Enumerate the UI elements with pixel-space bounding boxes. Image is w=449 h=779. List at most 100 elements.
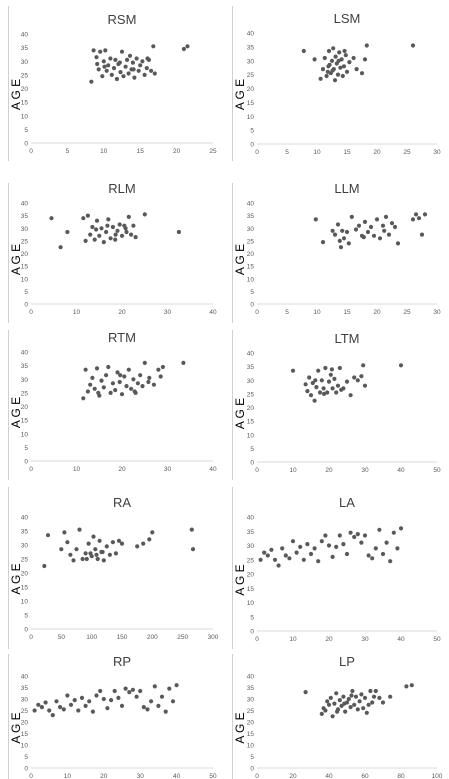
data-point <box>374 217 380 222</box>
data-point <box>65 693 70 698</box>
data-point <box>362 57 368 62</box>
data-point <box>95 556 100 562</box>
x-tick-label: 10 <box>289 636 297 643</box>
data-point <box>349 214 354 219</box>
data-point <box>123 64 128 69</box>
x-tick-label: 40 <box>397 467 405 474</box>
data-point <box>138 373 143 378</box>
y-tick-label: 30 <box>247 58 255 65</box>
data-point <box>334 691 339 696</box>
data-point <box>312 57 317 62</box>
data-point <box>344 229 350 235</box>
data-point <box>91 534 96 539</box>
data-point <box>308 551 314 557</box>
data-point <box>133 235 138 240</box>
data-point <box>336 58 341 63</box>
data-point <box>106 63 111 68</box>
data-point <box>130 60 135 65</box>
data-point <box>132 75 137 80</box>
y-tick-label: 15 <box>21 585 29 592</box>
data-point <box>355 378 360 383</box>
y-tick-label: 5 <box>24 754 28 761</box>
x-tick-label: 20 <box>325 636 333 643</box>
x-tick-label: 15 <box>343 309 351 316</box>
data-point <box>343 709 348 714</box>
data-point <box>140 59 145 64</box>
y-tick-label: 20 <box>247 572 255 579</box>
data-point <box>145 707 150 712</box>
data-point <box>104 544 109 549</box>
data-point <box>149 68 154 73</box>
y-tick-label: 10 <box>21 431 29 438</box>
data-point <box>351 55 356 61</box>
data-point <box>131 223 136 228</box>
data-point <box>368 688 373 694</box>
data-point <box>123 226 128 231</box>
y-tick-label: 30 <box>21 543 29 550</box>
data-point <box>419 232 425 237</box>
data-point <box>364 710 369 715</box>
y-tick-label: 5 <box>24 127 28 134</box>
y-tick-label: 0 <box>250 142 254 149</box>
data-point <box>353 227 359 232</box>
data-point <box>113 551 118 556</box>
data-point <box>90 709 95 714</box>
data-point <box>326 64 331 69</box>
data-point <box>103 48 108 53</box>
y-tick-label: 30 <box>21 59 29 66</box>
data-point <box>156 367 161 372</box>
x-tick-label: 30 <box>164 466 172 473</box>
x-tick-label: 30 <box>137 773 145 779</box>
x-tick-label: 0 <box>29 148 33 155</box>
data-point <box>335 72 341 77</box>
y-tick-label: 20 <box>21 86 29 93</box>
data-point <box>370 556 375 561</box>
data-point <box>350 688 355 694</box>
data-point <box>391 530 396 535</box>
data-point <box>319 711 324 716</box>
data-point <box>272 557 278 562</box>
data-point <box>140 384 145 389</box>
data-point <box>321 386 326 391</box>
data-point <box>158 374 163 379</box>
data-point <box>91 48 96 53</box>
y-tick-label: 35 <box>21 529 29 536</box>
data-point <box>380 223 386 228</box>
y-tick-label: 30 <box>21 226 29 233</box>
y-tick-label: 25 <box>247 238 255 245</box>
y-axis-label: A G E <box>233 564 247 595</box>
data-point <box>359 540 364 545</box>
data-point <box>101 385 106 390</box>
data-point <box>308 393 314 398</box>
data-point <box>150 530 155 535</box>
data-point <box>83 703 88 708</box>
data-point <box>125 57 130 63</box>
x-tick-label: 30 <box>361 636 369 643</box>
data-point <box>159 694 165 699</box>
data-point <box>122 374 127 379</box>
y-tick-label: 25 <box>247 708 255 715</box>
data-point <box>126 367 131 372</box>
data-point <box>129 386 134 391</box>
x-tick-label: 300 <box>208 634 219 641</box>
data-point <box>337 533 342 538</box>
data-point <box>364 43 369 48</box>
data-point <box>335 222 341 227</box>
data-point <box>62 530 67 535</box>
x-tick-label: 0 <box>29 634 33 641</box>
y-tick-label: 40 <box>247 351 255 358</box>
data-point <box>115 370 120 375</box>
data-point <box>189 527 194 532</box>
data-point <box>118 70 123 75</box>
data-point <box>101 558 106 563</box>
data-point <box>283 553 288 558</box>
x-tick-label: 30 <box>433 149 441 156</box>
data-point <box>124 384 129 389</box>
data-point <box>124 229 129 235</box>
data-point <box>145 56 150 61</box>
data-point <box>94 55 99 60</box>
data-point <box>316 368 321 373</box>
data-point <box>61 707 66 712</box>
x-tick-label: 30 <box>433 309 441 316</box>
